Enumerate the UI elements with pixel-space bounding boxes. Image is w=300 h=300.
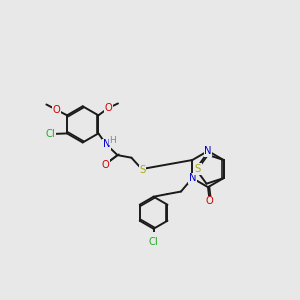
Text: N: N [189, 173, 196, 183]
Text: S: S [195, 164, 201, 174]
Text: O: O [206, 196, 213, 206]
Text: H: H [110, 136, 116, 145]
Text: S: S [140, 165, 146, 176]
Text: O: O [52, 105, 60, 115]
Text: Cl: Cl [46, 129, 56, 139]
Text: N: N [204, 146, 212, 156]
Text: N: N [103, 139, 110, 149]
Text: O: O [101, 160, 109, 170]
Text: Cl: Cl [149, 237, 158, 247]
Text: O: O [104, 103, 112, 113]
